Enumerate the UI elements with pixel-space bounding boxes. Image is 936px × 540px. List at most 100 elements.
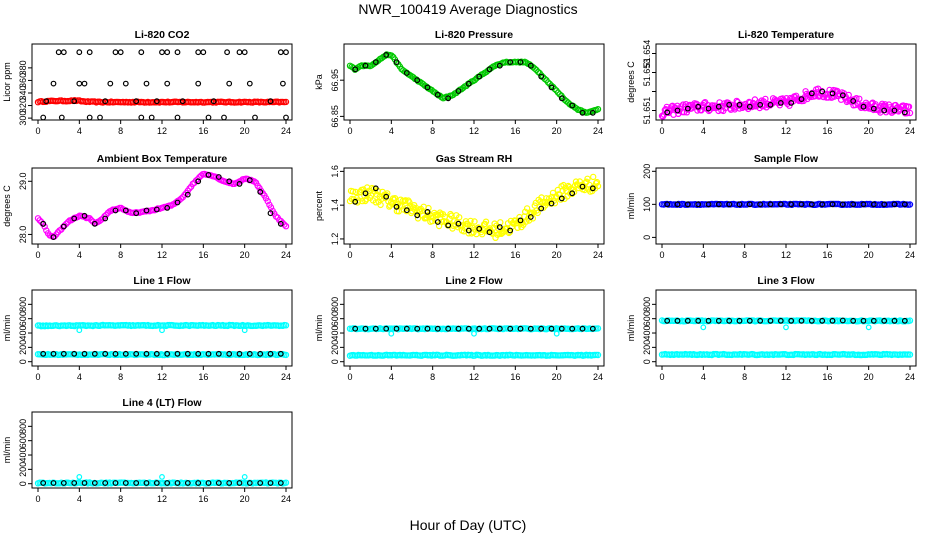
data-point — [91, 480, 98, 486]
data-point — [267, 204, 275, 211]
data-point — [819, 201, 826, 208]
data-point — [593, 178, 601, 186]
data-point — [471, 76, 478, 84]
y-tick-label: 100 — [642, 197, 652, 212]
chart-title: Line 1 Flow — [133, 275, 191, 287]
series-fill-upper — [34, 321, 290, 330]
data-point — [746, 317, 753, 324]
x-tick-label: 12 — [469, 126, 479, 136]
x-axis-label: Hour of Day (UTC) — [409, 517, 527, 533]
x-tick-label: 8 — [118, 250, 123, 260]
series-spikes — [700, 324, 872, 331]
x-tick-label: 24 — [281, 250, 291, 260]
data-point — [81, 480, 88, 486]
data-point — [496, 224, 503, 231]
data-point — [429, 217, 436, 225]
data-point — [267, 98, 274, 105]
data-point — [850, 201, 857, 208]
x-tick-label: 20 — [240, 372, 250, 382]
data-point — [674, 107, 681, 114]
data-point — [138, 114, 145, 121]
y-tick-label: 0 — [642, 359, 652, 364]
data-point — [538, 325, 545, 332]
data-point — [695, 103, 702, 110]
y-tick-label: 51.654 — [642, 40, 652, 68]
data-point — [195, 350, 202, 357]
data-point — [50, 350, 57, 357]
data-point — [695, 201, 702, 208]
data-point — [81, 212, 88, 219]
data-point — [579, 183, 586, 190]
data-point — [36, 217, 43, 224]
y-tick-label: 0 — [18, 481, 28, 486]
data-point — [246, 80, 253, 87]
data-point — [819, 88, 826, 95]
y-tick-label: 51.651 — [642, 97, 652, 125]
data-point — [107, 80, 114, 87]
data-point — [534, 209, 541, 217]
data-point — [434, 325, 441, 332]
data-point — [215, 480, 222, 486]
data-point — [594, 351, 602, 359]
data-point — [283, 49, 289, 56]
data-point — [777, 317, 784, 324]
series-fill-lower — [346, 351, 602, 359]
data-point — [455, 220, 462, 227]
data-point — [277, 480, 284, 486]
data-point — [901, 317, 908, 324]
y-tick-label: 0 — [18, 359, 28, 364]
data-point — [901, 201, 908, 208]
series-spikes — [76, 327, 248, 334]
data-point — [881, 201, 888, 208]
data-point — [177, 195, 185, 202]
y-tick-label: 360 — [18, 73, 28, 88]
data-point — [205, 480, 212, 486]
series-levels — [40, 49, 289, 121]
data-point — [205, 114, 212, 121]
chart-rh: Gas Stream RH percent 0 4 8 12 16 20 24 1.2 1.4 1.6 — [314, 153, 605, 260]
x-tick-label: 4 — [389, 126, 394, 136]
x-tick-label: 20 — [552, 250, 562, 260]
data-point — [215, 350, 222, 357]
x-tick-label: 12 — [157, 372, 167, 382]
data-point — [746, 201, 753, 208]
y-tick-label: 600 — [642, 311, 652, 326]
data-point — [122, 207, 129, 214]
data-point — [143, 80, 150, 87]
data-point — [41, 223, 48, 230]
data-point — [551, 85, 558, 93]
y-tick-label: 200 — [642, 164, 652, 179]
data-point — [860, 317, 867, 324]
x-tick-label: 12 — [781, 126, 791, 136]
data-point — [40, 350, 47, 357]
data-point — [159, 49, 165, 56]
data-point — [50, 234, 57, 241]
x-tick-label: 20 — [240, 494, 250, 504]
series-hourly — [352, 183, 596, 236]
data-point — [589, 325, 596, 332]
data-point — [246, 480, 253, 486]
data-point — [283, 114, 289, 121]
data-point — [122, 480, 129, 486]
data-point — [558, 325, 565, 332]
data-point — [102, 350, 109, 357]
x-tick-label: 20 — [240, 126, 250, 136]
x-tick-label: 0 — [35, 126, 40, 136]
data-point — [205, 171, 212, 178]
data-point — [252, 114, 258, 121]
x-tick-label: 24 — [905, 372, 915, 382]
y-tick-label: 600 — [18, 311, 28, 326]
data-point — [246, 350, 253, 357]
series-fill — [346, 173, 602, 241]
x-tick-label: 16 — [822, 250, 832, 260]
chart-title: Line 4 (LT) Flow — [122, 397, 202, 409]
x-tick-label: 0 — [35, 372, 40, 382]
series-fill-lower — [34, 350, 290, 359]
x-tick-label: 8 — [742, 250, 747, 260]
series-hourly — [352, 52, 596, 116]
data-point — [267, 350, 274, 357]
data-point — [527, 62, 534, 69]
data-point — [870, 105, 877, 112]
data-point — [195, 178, 202, 185]
data-point — [865, 324, 872, 331]
